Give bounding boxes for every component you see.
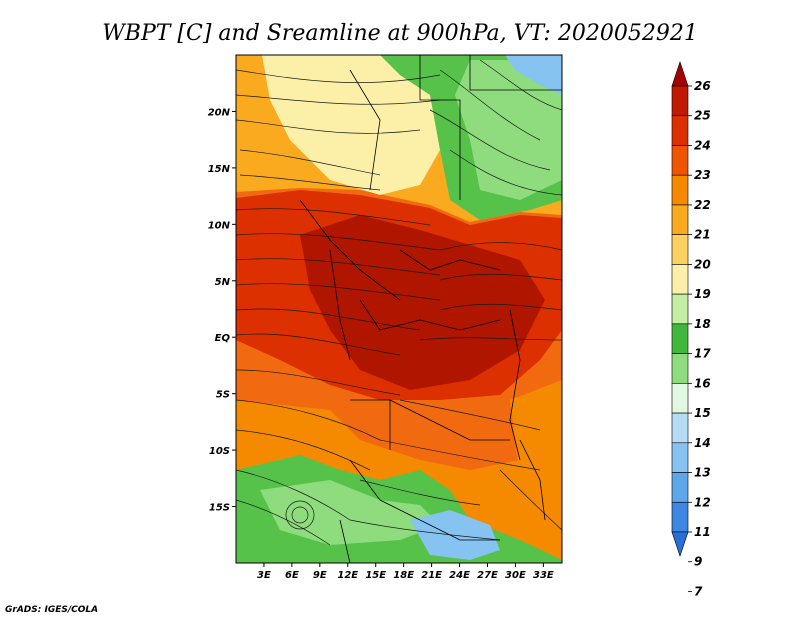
colorbar-segment — [671, 204, 689, 235]
credit-text: GrADS: IGES/COLA — [5, 605, 98, 615]
y-tick-label: 15N — [208, 164, 231, 175]
colorbar-segment — [671, 264, 689, 295]
colorbar-label: 13 — [694, 466, 711, 480]
colorbar-label: 7 — [694, 584, 703, 598]
x-tick-label: 27E — [477, 570, 498, 581]
chart-title: WBPT [C] and Sreamline at 900hPa, VT: 20… — [102, 21, 698, 46]
colorbar-label: 19 — [694, 287, 711, 301]
colorbar-segment — [671, 353, 689, 384]
colorbar-label: 25 — [694, 109, 711, 123]
shade-northeast-lightgreen — [455, 60, 562, 200]
colorbar-label: 15 — [694, 406, 711, 420]
y-tick-label: EQ — [215, 333, 231, 344]
colorbar-top-triangle — [671, 61, 689, 87]
x-tick-label: 24E — [449, 570, 470, 581]
colorbar-label: 9 — [694, 555, 702, 569]
colorbar-segment — [671, 472, 689, 503]
y-tick-label: 10S — [209, 446, 230, 457]
country-borders — [299, 55, 562, 563]
colorbar-label: 16 — [694, 376, 711, 390]
map-frame — [235, 54, 563, 564]
colorbar-label: 18 — [694, 317, 711, 331]
x-tick-label: 33E — [533, 570, 554, 581]
colorbar-label: 11 — [694, 525, 711, 539]
colorbar-label: 12 — [694, 495, 711, 509]
colorbar-segment — [671, 442, 689, 473]
colorbar-segment — [671, 174, 689, 206]
colorbar-segment — [671, 115, 689, 146]
shade-core-darkred — [300, 215, 545, 390]
colorbar-label: 21 — [694, 228, 711, 242]
colorbar-label: 26 — [694, 79, 711, 93]
colorbar-label: 22 — [694, 198, 711, 212]
shade-sahara-pale — [262, 55, 440, 195]
colorbar-label: 20 — [694, 257, 711, 271]
colorbar-segment — [671, 293, 689, 325]
colorbar-segment — [671, 323, 689, 354]
y-tick-label: 10N — [208, 220, 231, 231]
colorbar-segment — [671, 501, 689, 533]
x-tick-label: 30E — [505, 570, 526, 581]
shade-northeast-blue — [505, 55, 562, 95]
y-tick-label: 15S — [209, 503, 230, 514]
colorbar-segment — [671, 412, 689, 444]
colorbar-label: 23 — [694, 168, 711, 182]
x-axis-ticks: 3E 6E 9E 12E 15E 18E 21E 24E 27E 30E 33E — [257, 563, 554, 581]
x-tick-label: 3E — [257, 570, 271, 581]
x-tick-label: 9E — [313, 570, 327, 581]
colorbar-label: 14 — [694, 436, 711, 450]
y-tick-label: 5N — [215, 277, 231, 288]
x-tick-label: 12E — [337, 570, 358, 581]
y-tick-label: 20N — [208, 107, 231, 118]
y-tick-label: 5S — [216, 390, 230, 401]
colorbar: 26 25 24 23 22 21 20 19 18 17 16 15 14 13 12 11 9 7 — [671, 61, 711, 598]
y-axis-ticks: 20N 15N 10N 5N EQ 5S 10S 15S — [208, 107, 236, 514]
colorbar-segment — [671, 85, 689, 117]
shade-southeast-orange — [510, 380, 562, 520]
x-tick-label: 18E — [393, 570, 414, 581]
colorbar-label: 24 — [694, 138, 711, 152]
x-tick-label: 6E — [285, 570, 299, 581]
colorbar-segment — [671, 383, 689, 414]
colorbar-segment — [671, 145, 689, 176]
x-tick-label: 21E — [421, 570, 442, 581]
streamlines — [236, 59, 562, 546]
colorbar-bottom-triangle — [671, 531, 689, 557]
shade-south-lightgreen — [260, 480, 440, 545]
colorbar-label: 17 — [694, 347, 711, 361]
temperature-shading — [236, 55, 562, 563]
x-tick-label: 15E — [365, 570, 386, 581]
colorbar-segment — [671, 234, 689, 265]
